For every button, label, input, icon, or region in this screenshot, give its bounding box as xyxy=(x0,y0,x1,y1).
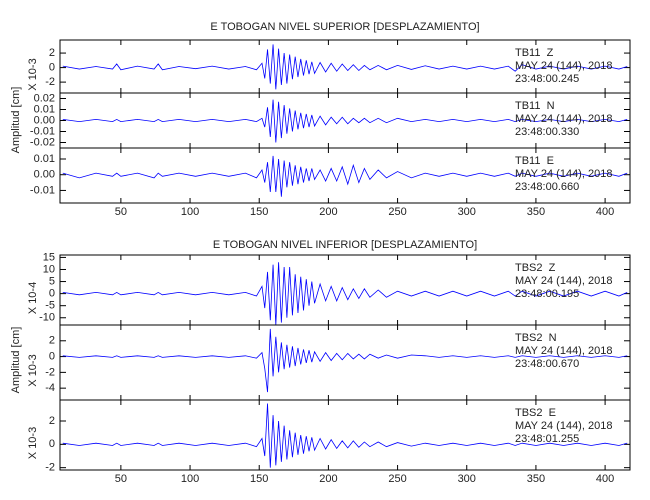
x-tick-label: 150 xyxy=(250,206,268,218)
trace-annotation: MAY 24 (144), 2018 xyxy=(515,168,612,180)
trace-annotation: MAY 24 (144), 2018 xyxy=(515,60,612,72)
waveform xyxy=(62,328,628,393)
y-tick-label: 2 xyxy=(49,47,55,59)
trace-annotation: 23:48:00.660 xyxy=(515,181,579,193)
y-tick-label: 15 xyxy=(43,251,55,263)
trace-annotation: MAY 24 (144), 2018 xyxy=(515,113,612,125)
y-tick-label: -0.02 xyxy=(30,136,55,148)
scale-label: X 10-3 xyxy=(27,354,39,386)
y-tick-label: 0.00 xyxy=(34,114,55,126)
y-tick-label: -2 xyxy=(45,76,55,88)
y-tick-label: 5 xyxy=(49,275,55,287)
x-tick-label: 400 xyxy=(596,473,614,485)
x-tick-label: 250 xyxy=(388,206,406,218)
x-tick-label: 250 xyxy=(388,473,406,485)
y-tick-label: -2 xyxy=(45,462,55,474)
y-tick-label: -4 xyxy=(45,382,55,394)
x-tick-label: 350 xyxy=(527,473,545,485)
y-tick-label: -2 xyxy=(45,366,55,378)
waveform xyxy=(62,403,628,468)
waveform xyxy=(62,99,628,143)
trace-annotation: 23:48:00.195 xyxy=(515,288,579,300)
trace-annotation: 23:48:00.670 xyxy=(515,358,579,370)
x-tick-label: 350 xyxy=(527,206,545,218)
x-tick-label: 400 xyxy=(596,206,614,218)
y-tick-label: 0.00 xyxy=(34,169,55,181)
x-tick-label: 200 xyxy=(319,473,337,485)
trace-annotation: TBS2 Z xyxy=(515,262,556,274)
trace-annotation: 23:48:01.255 xyxy=(515,433,579,445)
y-tick-label: 0.01 xyxy=(34,153,55,165)
x-tick-label: 300 xyxy=(458,206,476,218)
trace-annotation: MAY 24 (144), 2018 xyxy=(515,275,612,287)
y-axis-label: Amplitud [cm] xyxy=(10,327,22,394)
trace-annotation: TBS2 E xyxy=(515,407,556,419)
y-tick-label: 0.02 xyxy=(34,92,55,104)
y-tick-label: -10 xyxy=(39,312,55,324)
x-tick-label: 50 xyxy=(115,473,127,485)
trace-annotation: MAY 24 (144), 2018 xyxy=(515,345,612,357)
waveform xyxy=(62,155,628,197)
scale-label: X 10-3 xyxy=(27,427,39,459)
x-tick-label: 200 xyxy=(319,206,337,218)
y-tick-label: 0 xyxy=(49,61,55,73)
chart-title: E TOBOGAN NIVEL INFERIOR [DESPLAZAMIENTO… xyxy=(213,239,477,251)
y-tick-label: -5 xyxy=(45,300,55,312)
y-tick-label: 2 xyxy=(49,415,55,427)
x-tick-label: 50 xyxy=(115,206,127,218)
panel-frame xyxy=(59,147,631,204)
panel-frame xyxy=(59,399,631,471)
y-tick-label: 0.01 xyxy=(34,103,55,115)
trace-annotation: TB11 E xyxy=(515,155,554,167)
waveform xyxy=(62,44,628,90)
trace-annotation: TBS2 N xyxy=(515,332,557,344)
x-tick-label: 100 xyxy=(181,206,199,218)
x-tick-label: 100 xyxy=(181,473,199,485)
scale-label: X 10-3 xyxy=(27,58,39,90)
y-tick-label: 10 xyxy=(43,263,55,275)
scale-label: X 10-4 xyxy=(27,282,39,314)
x-tick-label: 300 xyxy=(458,473,476,485)
y-tick-label: 0 xyxy=(49,438,55,450)
trace-annotation: 23:48:00.245 xyxy=(515,73,579,85)
y-tick-label: 2 xyxy=(49,335,55,347)
y-axis-label: Amplitud [cm] xyxy=(10,87,22,154)
waveform xyxy=(62,262,628,326)
y-tick-label: 0 xyxy=(49,350,55,362)
y-tick-label: 0 xyxy=(49,288,55,300)
trace-annotation: MAY 24 (144), 2018 xyxy=(515,420,612,432)
x-tick-label: 150 xyxy=(250,473,268,485)
chart-title: E TOBOGAN NIVEL SUPERIOR [DESPLAZAMIENTO… xyxy=(210,21,479,33)
trace-annotation: TB11 N xyxy=(515,100,555,112)
trace-annotation: 23:48:00.330 xyxy=(515,126,579,138)
y-tick-label: -0.01 xyxy=(30,184,55,196)
y-tick-label: -0.01 xyxy=(30,125,55,137)
trace-annotation: TB11 Z xyxy=(515,47,554,59)
